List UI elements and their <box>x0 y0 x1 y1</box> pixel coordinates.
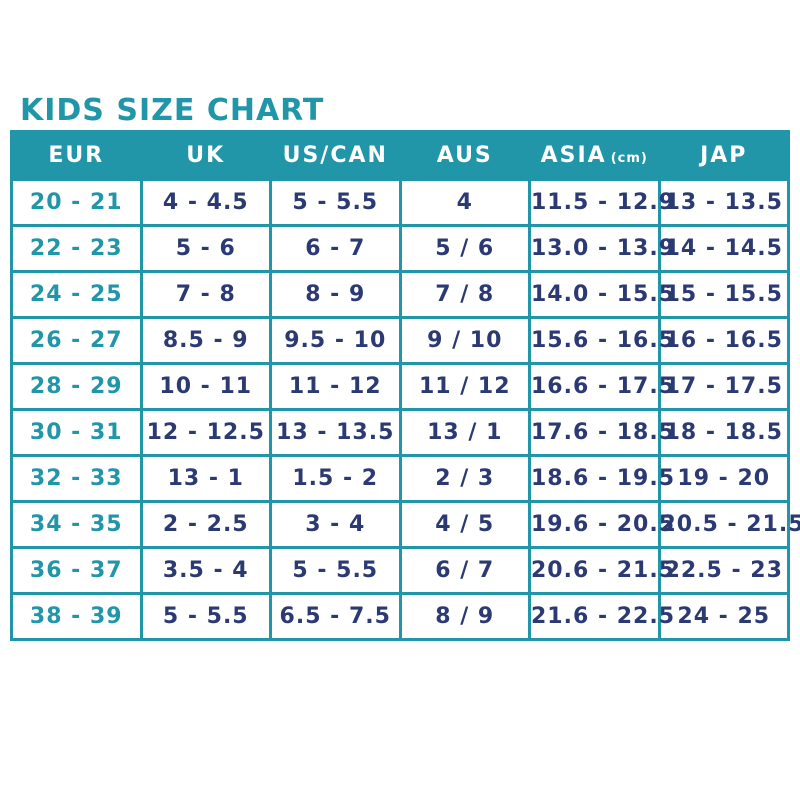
size-cell-uscan: 6.5 - 7.5 <box>269 592 402 641</box>
size-cell-eur: 30 - 31 <box>10 408 143 457</box>
size-cell-aus: 4 / 5 <box>398 500 531 549</box>
size-cell-uscan: 9.5 - 10 <box>269 316 402 365</box>
size-cell-asia: 18.6 - 19.5 <box>528 454 674 503</box>
size-cell-uk: 4 - 4.5 <box>139 178 272 227</box>
size-cell-eur: 34 - 35 <box>10 500 143 549</box>
size-cell-aus: 2 / 3 <box>398 454 531 503</box>
size-cell-uscan: 8 - 9 <box>269 270 402 319</box>
size-cell-aus: 4 <box>398 178 531 227</box>
size-cell-aus: 9 / 10 <box>398 316 531 365</box>
table-row: 36 - 37 3.5 - 4 5 - 5.5 6 / 7 20.6 - 21.… <box>10 546 790 595</box>
col-header-asia-unit: (cm) <box>610 151 648 166</box>
size-cell-uscan: 5 - 5.5 <box>269 546 402 595</box>
table-row: 22 - 23 5 - 6 6 - 7 5 / 6 13.0 - 13.9 14… <box>10 224 790 273</box>
col-header-jap: JAP <box>657 130 790 181</box>
size-cell-aus: 7 / 8 <box>398 270 531 319</box>
size-cell-jap: 17 - 17.5 <box>657 362 790 411</box>
size-cell-jap: 14 - 14.5 <box>657 224 790 273</box>
size-cell-asia: 16.6 - 17.5 <box>528 362 674 411</box>
table-row: 28 - 29 10 - 11 11 - 12 11 / 12 16.6 - 1… <box>10 362 790 411</box>
size-cell-jap: 15 - 15.5 <box>657 270 790 319</box>
col-header-jap-label: JAP <box>700 143 748 168</box>
size-cell-uk: 13 - 1 <box>139 454 272 503</box>
size-cell-jap: 20.5 - 21.5 <box>657 500 800 549</box>
col-header-aus: AUS <box>398 130 531 181</box>
table-row: 26 - 27 8.5 - 9 9.5 - 10 9 / 10 15.6 - 1… <box>10 316 790 365</box>
size-cell-eur: 22 - 23 <box>10 224 143 273</box>
size-cell-asia: 15.6 - 16.5 <box>528 316 674 365</box>
size-cell-jap: 19 - 20 <box>657 454 790 503</box>
size-cell-asia: 11.5 - 12.9 <box>528 178 674 227</box>
size-cell-uk: 5 - 6 <box>139 224 272 273</box>
table-row: 30 - 31 12 - 12.5 13 - 13.5 13 / 1 17.6 … <box>10 408 790 457</box>
size-cell-uscan: 3 - 4 <box>269 500 402 549</box>
table-body: 20 - 21 4 - 4.5 5 - 5.5 4 11.5 - 12.9 13… <box>10 178 800 641</box>
size-cell-asia: 14.0 - 15.5 <box>528 270 674 319</box>
size-cell-uk: 3.5 - 4 <box>139 546 272 595</box>
size-cell-aus: 6 / 7 <box>398 546 531 595</box>
size-cell-uk: 7 - 8 <box>139 270 272 319</box>
col-header-asia-label: ASIA <box>540 143 607 168</box>
size-cell-eur: 28 - 29 <box>10 362 143 411</box>
size-cell-uk: 12 - 12.5 <box>139 408 272 457</box>
col-header-eur: EUR <box>10 130 143 181</box>
size-cell-aus: 11 / 12 <box>398 362 531 411</box>
size-cell-uscan: 1.5 - 2 <box>269 454 402 503</box>
size-cell-uscan: 13 - 13.5 <box>269 408 402 457</box>
table-row: 32 - 33 13 - 1 1.5 - 2 2 / 3 18.6 - 19.5… <box>10 454 790 503</box>
col-header-aus-label: AUS <box>436 143 493 168</box>
size-cell-uk: 5 - 5.5 <box>139 592 272 641</box>
page-title: KIDS SIZE CHART <box>20 93 325 128</box>
table-row: 24 - 25 7 - 8 8 - 9 7 / 8 14.0 - 15.5 15… <box>10 270 790 319</box>
size-cell-jap: 13 - 13.5 <box>657 178 790 227</box>
table-header-row: EUR UK US/CAN AUS ASIA (cm) JAP <box>10 130 790 181</box>
col-header-asia: ASIA (cm) <box>528 130 661 181</box>
size-cell-asia: 13.0 - 13.9 <box>528 224 674 273</box>
size-cell-eur: 26 - 27 <box>10 316 143 365</box>
size-cell-eur: 20 - 21 <box>10 178 143 227</box>
col-header-uscan: US/CAN <box>269 130 402 181</box>
size-cell-eur: 32 - 33 <box>10 454 143 503</box>
size-cell-asia: 19.6 - 20.5 <box>528 500 674 549</box>
table-row: 34 - 35 2 - 2.5 3 - 4 4 / 5 19.6 - 20.5 … <box>10 500 800 549</box>
size-cell-jap: 18 - 18.5 <box>657 408 790 457</box>
size-cell-asia: 17.6 - 18.5 <box>528 408 674 457</box>
size-cell-asia: 21.6 - 22.5 <box>528 592 674 641</box>
size-cell-uk: 8.5 - 9 <box>139 316 272 365</box>
size-cell-uk: 10 - 11 <box>139 362 272 411</box>
size-cell-uk: 2 - 2.5 <box>139 500 272 549</box>
size-cell-eur: 36 - 37 <box>10 546 143 595</box>
size-cell-aus: 13 / 1 <box>398 408 531 457</box>
table-row: 20 - 21 4 - 4.5 5 - 5.5 4 11.5 - 12.9 13… <box>10 178 790 227</box>
size-cell-uscan: 11 - 12 <box>269 362 402 411</box>
size-cell-asia: 20.6 - 21.5 <box>528 546 674 595</box>
size-cell-aus: 5 / 6 <box>398 224 531 273</box>
col-header-uk: UK <box>139 130 272 181</box>
table-row: 38 - 39 5 - 5.5 6.5 - 7.5 8 / 9 21.6 - 2… <box>10 592 790 641</box>
col-header-eur-label: EUR <box>48 143 105 168</box>
table-header: EUR UK US/CAN AUS ASIA (cm) JAP <box>10 130 790 181</box>
size-cell-uscan: 5 - 5.5 <box>269 178 402 227</box>
size-cell-aus: 8 / 9 <box>398 592 531 641</box>
size-cell-eur: 38 - 39 <box>10 592 143 641</box>
size-cell-jap: 22.5 - 23 <box>657 546 790 595</box>
size-cell-uscan: 6 - 7 <box>269 224 402 273</box>
kids-size-table: EUR UK US/CAN AUS ASIA (cm) JAP 20 - 21 4… <box>10 130 800 641</box>
col-header-uk-label: UK <box>186 143 226 168</box>
size-cell-jap: 16 - 16.5 <box>657 316 790 365</box>
size-cell-jap: 24 - 25 <box>657 592 790 641</box>
col-header-uscan-label: US/CAN <box>282 143 388 168</box>
size-cell-eur: 24 - 25 <box>10 270 143 319</box>
